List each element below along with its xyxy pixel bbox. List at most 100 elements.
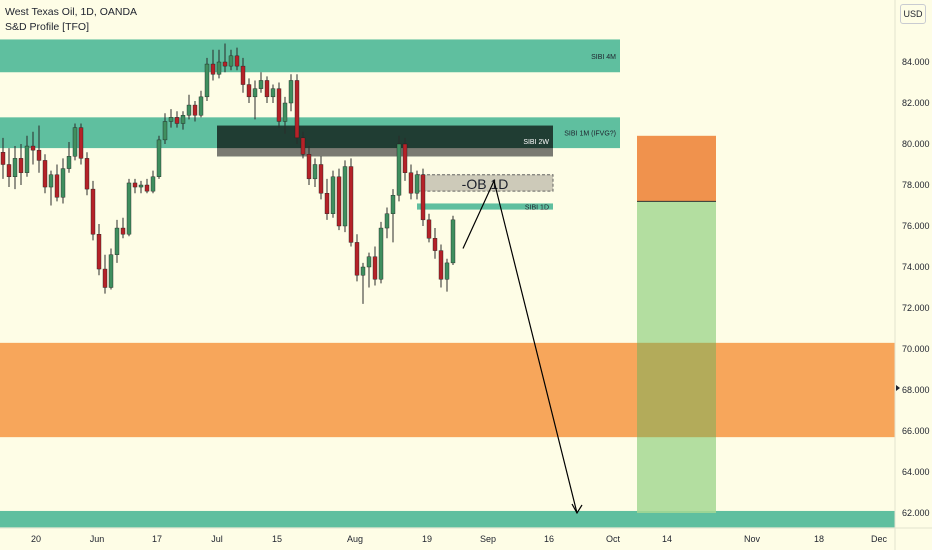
candle-body [318,164,324,194]
zone-2w-lower-band [217,148,553,157]
candle-body [378,227,384,280]
candle-body [168,117,174,122]
candle-body [282,102,288,122]
candle-body [396,143,402,196]
candle-body [102,268,108,288]
candle-body [420,174,426,221]
candle-body [42,160,48,188]
candle-body [216,61,222,75]
time-tick-label: 16 [544,534,554,544]
candle-body [84,158,90,190]
candle-body [414,174,420,194]
candle-body [342,166,348,227]
price-tick-label: 74.000 [902,262,930,272]
candle-body [324,192,330,214]
candle-body [24,145,30,173]
candle-body [312,164,318,180]
zone-label-0: SIBI 4M [591,54,616,61]
price-tick-label: 78.000 [902,180,930,190]
candle-body [372,256,378,280]
candle-body [390,195,396,214]
candle-body [246,84,252,98]
candle-body [6,164,12,178]
candle-body [354,242,360,276]
candle-body [360,266,366,276]
candle-body [228,55,234,67]
time-tick-label: 15 [272,534,282,544]
candle-body [108,254,114,288]
candle-body [90,188,96,235]
zone-label-3: -OB 1D [462,176,509,192]
time-tick-label: 19 [422,534,432,544]
zone-5 [0,342,895,438]
time-tick-label: 14 [662,534,672,544]
zone-4 [417,203,553,210]
candle-body [54,174,60,198]
candle-body [120,227,126,235]
candle-body [12,158,18,178]
time-axis[interactable]: 20 Jun 17 Jul 15 Aug 19 Sep 16 Oct 14 Nov 18 Dec [0,527,932,544]
candle-body [72,127,78,157]
currency-button[interactable]: USD [900,4,926,24]
risk-reward-tool[interactable] [637,135,716,513]
candle-body [306,154,312,180]
price-tick-label: 66.000 [902,426,930,436]
price-axis[interactable]: 84.000 82.000 80.000 78.000 76.000 74.000 72.0… [896,57,930,518]
candle-body [348,166,354,243]
candle-body [366,256,372,268]
candle-body [186,104,192,116]
candle-body [384,213,390,229]
time-tick-label: Nov [744,534,761,544]
candle-body [432,238,438,251]
price-tick-label: 64.000 [902,467,930,477]
candle-body [252,88,258,98]
candle-body [78,127,84,159]
zone-label-2: SIBI 2W [523,139,549,146]
overlap-box [637,342,716,438]
candle-body [234,55,240,67]
indicator-label[interactable]: S&D Profile [TFO] [5,21,90,33]
symbol-title: West Texas Oil, 1D, OANDA [5,6,138,18]
candle-body [192,104,198,116]
time-tick-label: Jul [211,534,223,544]
candle-body [258,80,264,89]
candle-body [402,143,408,173]
zone-6 [0,510,895,528]
price-tick-label: 84.000 [902,57,930,67]
candle-body [96,233,102,270]
time-tick-label: Oct [606,534,621,544]
time-tick-label: Aug [347,534,363,544]
projection-path[interactable] [462,179,578,514]
candle-body [204,63,210,98]
price-tick-label: 76.000 [902,221,930,231]
candle-body [210,63,216,75]
candle-body [276,88,282,122]
price-tick-label: 62.000 [902,508,930,518]
price-tick-label: 82.000 [902,98,930,108]
candle-body [138,184,144,188]
candle-body [438,250,444,280]
price-tick-label: 72.000 [902,303,930,313]
candles-layer [0,43,456,304]
candle-body [330,176,336,214]
candle-body [0,151,6,165]
candle-body [144,184,150,192]
candle-body [426,219,432,239]
time-tick-label: 20 [31,534,41,544]
time-tick-label: Jun [90,534,105,544]
candle-body [198,96,204,116]
candle-body [174,117,180,124]
price-tick-label: 80.000 [902,139,930,149]
stop-loss-box[interactable] [637,135,716,202]
candle-body [264,80,270,98]
candle-body [156,139,162,177]
candle-body [450,219,456,264]
candle-body [36,149,42,161]
candle-body [150,176,156,192]
current-price-marker [896,384,900,391]
candle-body [18,158,24,173]
candle-body [270,88,276,98]
drawings-layer[interactable] [462,179,583,515]
